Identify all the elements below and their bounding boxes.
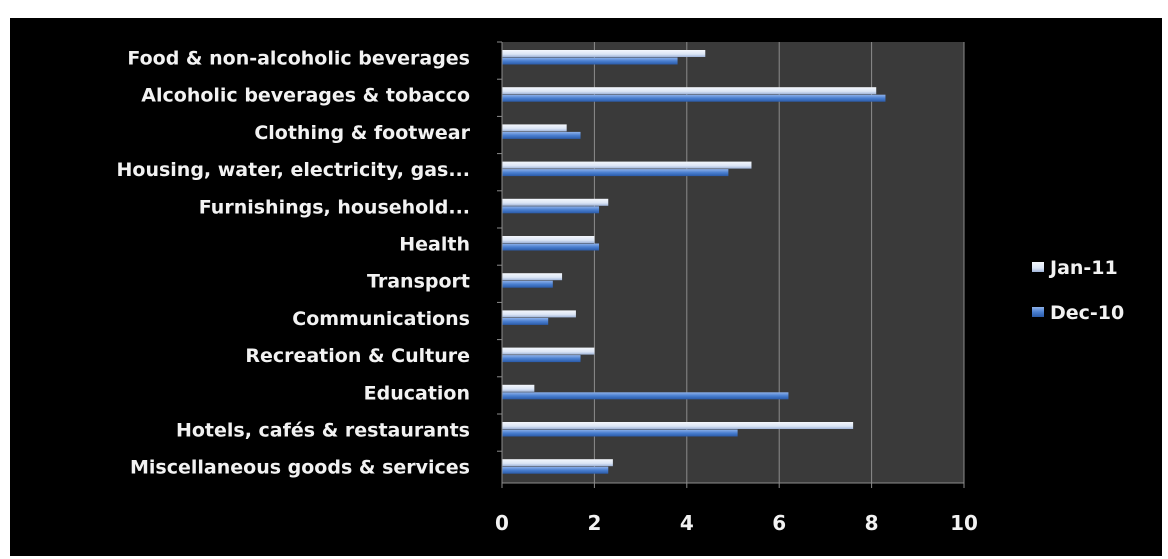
gridlines xyxy=(593,42,965,483)
bar-dec-10 xyxy=(502,392,789,400)
bar-jan-11 xyxy=(502,50,706,57)
legend-label-jan-11: Jan-11 xyxy=(1048,257,1118,279)
bar-dec-10 xyxy=(502,169,729,177)
bar-jan-11 xyxy=(502,87,877,95)
bar-dec-10 xyxy=(502,466,609,474)
category-label: Health xyxy=(399,234,470,256)
bar-jan-11 xyxy=(502,459,613,467)
legend-swatch-jan-11 xyxy=(1032,262,1044,272)
plot-area xyxy=(502,42,964,483)
x-tick-label: 10 xyxy=(950,511,978,535)
bar-jan-11 xyxy=(502,236,595,243)
x-tick-label: 8 xyxy=(865,511,879,535)
bar-dec-10 xyxy=(502,206,600,214)
bar-dec-10 xyxy=(502,94,886,102)
category-label: Communications xyxy=(292,308,470,330)
bar-dec-10 xyxy=(502,317,549,325)
category-label: Furnishings, household... xyxy=(199,196,470,218)
category-label: Miscellaneous goods & services xyxy=(130,457,470,479)
category-label: Hotels, cafés & restaurants xyxy=(176,420,470,442)
legend-swatch-dec-10 xyxy=(1032,307,1044,317)
bar-jan-11 xyxy=(502,347,595,355)
bar-dec-10 xyxy=(502,131,581,139)
bar-jan-11 xyxy=(502,198,609,206)
x-tick-labels: 0 2 4 6 8 10 xyxy=(495,482,978,535)
x-tick-label: 2 xyxy=(587,511,601,535)
bar-dec-10 xyxy=(502,243,600,251)
bar-jan-11 xyxy=(502,384,535,392)
bar-jan-11 xyxy=(502,273,563,281)
category-label: Education xyxy=(364,382,470,404)
category-label: Alcoholic beverages & tobacco xyxy=(141,85,470,107)
x-tick-label: 6 xyxy=(772,511,786,535)
bar-jan-11 xyxy=(502,422,854,429)
bar-jan-11 xyxy=(502,161,752,169)
legend-label-dec-10: Dec-10 xyxy=(1050,302,1124,324)
category-label: Housing, water, electricity, gas... xyxy=(116,159,470,181)
bar-jan-11 xyxy=(502,310,576,318)
category-label: Transport xyxy=(367,271,470,293)
category-label: Food & non-alcoholic beverages xyxy=(127,48,470,70)
bar-dec-10 xyxy=(502,355,581,363)
x-tick-label: 0 xyxy=(495,511,509,535)
bar-dec-10 xyxy=(502,57,678,65)
bar-dec-10 xyxy=(502,429,738,437)
bar-jan-11 xyxy=(502,124,567,132)
bar-dec-10 xyxy=(502,280,553,288)
category-labels: Food & non-alcoholic beverages Alcoholic … xyxy=(116,41,502,479)
x-tick-label: 4 xyxy=(680,511,694,535)
category-label: Clothing & footwear xyxy=(254,122,470,144)
bars xyxy=(502,50,886,474)
category-label: Recreation & Culture xyxy=(245,345,470,367)
legend: Jan-11 Dec-10 xyxy=(1032,257,1124,324)
